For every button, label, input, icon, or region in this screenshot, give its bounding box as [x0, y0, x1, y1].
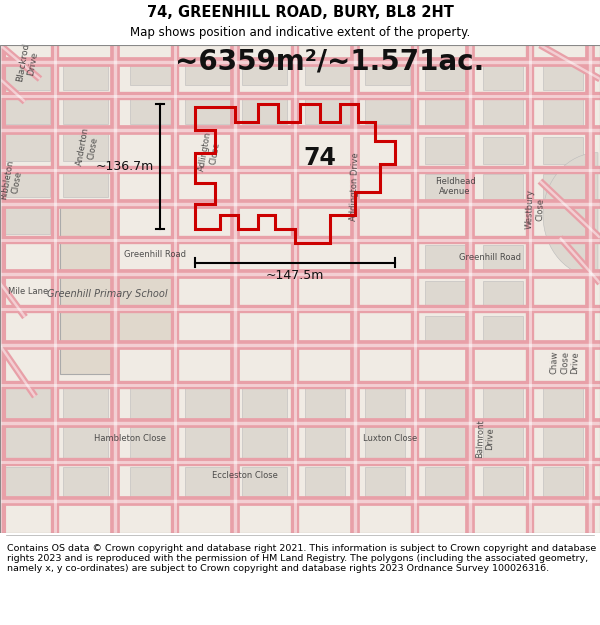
Text: Blackrod
Drive: Blackrod Drive	[15, 42, 41, 84]
Text: Contains OS data © Crown copyright and database right 2021. This information is : Contains OS data © Crown copyright and d…	[7, 544, 596, 573]
Bar	[63, 467, 108, 499]
Bar	[305, 99, 350, 124]
Bar	[425, 316, 465, 343]
Bar	[483, 281, 523, 308]
Text: Adlington
Close: Adlington Close	[197, 131, 223, 174]
Bar	[5, 467, 50, 499]
Bar	[63, 96, 108, 124]
Bar	[365, 388, 405, 419]
Text: Hambleton Close: Hambleton Close	[94, 434, 166, 443]
Text: Anderton
Close: Anderton Close	[75, 126, 101, 168]
Bar	[483, 244, 523, 272]
Bar	[185, 60, 230, 84]
Bar	[5, 427, 50, 459]
Bar	[5, 206, 50, 234]
Bar	[543, 388, 583, 419]
Bar	[130, 99, 175, 124]
Bar	[483, 99, 523, 127]
Bar	[425, 427, 465, 459]
Bar	[425, 99, 465, 127]
Text: Chaw
Close
Drive: Chaw Close Drive	[550, 350, 580, 374]
Bar	[5, 132, 50, 161]
Bar	[483, 316, 523, 343]
Bar	[130, 467, 175, 499]
Bar	[130, 60, 175, 84]
Bar	[63, 388, 108, 419]
Text: Balmront
Drive: Balmront Drive	[475, 419, 496, 458]
Bar	[425, 467, 465, 499]
Bar	[185, 427, 230, 459]
Bar	[185, 388, 230, 419]
Text: 74: 74	[304, 146, 337, 171]
Bar	[242, 60, 287, 84]
Text: Westbury
Close: Westbury Close	[524, 189, 545, 229]
Bar	[543, 174, 583, 201]
Bar	[543, 137, 583, 164]
Text: Mile Lane: Mile Lane	[8, 286, 48, 296]
Text: Greenhill Road: Greenhill Road	[459, 253, 521, 261]
Bar	[63, 427, 108, 459]
Bar	[305, 60, 350, 84]
Text: Eccleston Close: Eccleston Close	[212, 471, 278, 481]
Bar	[365, 99, 410, 124]
Bar	[305, 427, 345, 459]
Text: Fieldhead
Avenue: Fieldhead Avenue	[434, 177, 475, 196]
Bar	[63, 132, 108, 161]
Bar	[365, 427, 405, 459]
Bar	[543, 467, 583, 499]
Bar	[483, 174, 523, 201]
Bar	[5, 62, 50, 91]
Bar	[185, 467, 230, 499]
Bar	[130, 388, 175, 419]
Bar	[543, 427, 583, 459]
Bar	[483, 427, 523, 459]
Bar	[425, 281, 465, 308]
Bar	[483, 63, 523, 91]
Bar	[5, 169, 50, 197]
Bar	[483, 388, 523, 419]
Bar	[483, 467, 523, 499]
Bar	[242, 427, 287, 459]
Text: ~136.7m: ~136.7m	[96, 160, 154, 172]
Text: Luxton Close: Luxton Close	[363, 434, 417, 443]
Bar	[425, 244, 465, 272]
Bar	[483, 137, 523, 164]
Bar	[242, 99, 287, 124]
Bar	[185, 99, 230, 124]
Bar	[305, 467, 345, 499]
Text: Greenhill Road: Greenhill Road	[124, 250, 186, 259]
Text: ~147.5m: ~147.5m	[266, 269, 324, 282]
Bar	[5, 96, 50, 124]
Polygon shape	[60, 204, 175, 374]
Text: Addington Drive: Addington Drive	[349, 152, 361, 221]
Bar	[242, 388, 287, 419]
Wedge shape	[543, 152, 598, 278]
Text: Ribbleton
Close: Ribbleton Close	[0, 159, 25, 202]
Bar	[365, 467, 405, 499]
Text: 74, GREENHILL ROAD, BURY, BL8 2HT: 74, GREENHILL ROAD, BURY, BL8 2HT	[146, 5, 454, 20]
Text: Greenhill Primary School: Greenhill Primary School	[47, 289, 167, 299]
Bar	[5, 388, 50, 419]
Bar	[130, 427, 175, 459]
Bar	[242, 467, 287, 499]
Bar	[63, 206, 108, 234]
Bar	[543, 63, 583, 91]
Bar	[63, 62, 108, 91]
Bar	[305, 388, 345, 419]
Bar	[543, 99, 583, 127]
Bar	[425, 63, 465, 91]
Text: ~6359m²/~1.571ac.: ~6359m²/~1.571ac.	[175, 48, 484, 76]
Bar	[365, 60, 410, 84]
Bar	[425, 388, 465, 419]
Bar	[425, 174, 465, 201]
Text: Map shows position and indicative extent of the property.: Map shows position and indicative extent…	[130, 26, 470, 39]
Bar	[63, 169, 108, 197]
Bar	[425, 137, 465, 164]
